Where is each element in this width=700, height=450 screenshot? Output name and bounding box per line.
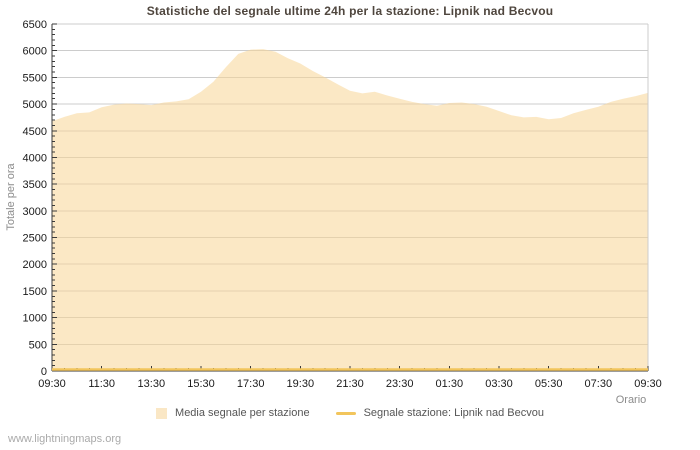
svg-text:03:30: 03:30 xyxy=(485,378,513,390)
svg-text:17:30: 17:30 xyxy=(237,378,265,390)
svg-text:5000: 5000 xyxy=(23,99,47,111)
svg-text:09:30: 09:30 xyxy=(38,378,66,390)
svg-text:23:30: 23:30 xyxy=(386,378,414,390)
legend: Media segnale per stazione Segnale stazi… xyxy=(0,407,700,419)
svg-text:13:30: 13:30 xyxy=(138,378,166,390)
svg-text:500: 500 xyxy=(29,339,47,351)
legend-item-station: Segnale stazione: Lipnik nad Becvou xyxy=(335,407,544,419)
svg-text:1500: 1500 xyxy=(23,286,47,298)
svg-text:1000: 1000 xyxy=(23,313,47,325)
chart-title: Statistiche del segnale ultime 24h per l… xyxy=(146,4,554,18)
line-swatch-icon xyxy=(335,411,356,415)
svg-text:6500: 6500 xyxy=(23,19,47,31)
svg-text:5500: 5500 xyxy=(23,72,47,84)
svg-text:07:30: 07:30 xyxy=(585,378,613,390)
svg-text:21:30: 21:30 xyxy=(336,378,364,390)
area-swatch-icon xyxy=(156,407,168,419)
svg-text:19:30: 19:30 xyxy=(287,378,315,390)
svg-text:2000: 2000 xyxy=(23,259,47,271)
legend-item-media: Media segnale per stazione xyxy=(156,407,310,419)
svg-text:6000: 6000 xyxy=(23,46,47,58)
svg-text:09:30: 09:30 xyxy=(634,378,662,390)
svg-text:3000: 3000 xyxy=(23,206,47,218)
svg-text:3500: 3500 xyxy=(23,179,47,191)
svg-text:05:30: 05:30 xyxy=(535,378,563,390)
x-axis-title: Orario xyxy=(615,394,647,406)
svg-text:2500: 2500 xyxy=(23,233,47,245)
svg-text:01:30: 01:30 xyxy=(436,378,464,390)
svg-text:0: 0 xyxy=(41,366,47,378)
svg-text:4500: 4500 xyxy=(23,126,47,138)
legend-label-station: Segnale stazione: Lipnik nad Becvou xyxy=(363,407,544,419)
svg-text:11:30: 11:30 xyxy=(88,378,115,390)
svg-text:15:30: 15:30 xyxy=(187,378,215,390)
legend-label-media: Media segnale per stazione xyxy=(175,407,310,419)
y-axis-title: Totale per ora xyxy=(5,163,17,231)
footer-link[interactable]: www.lightningmaps.org xyxy=(8,433,122,445)
svg-text:4000: 4000 xyxy=(23,152,47,164)
